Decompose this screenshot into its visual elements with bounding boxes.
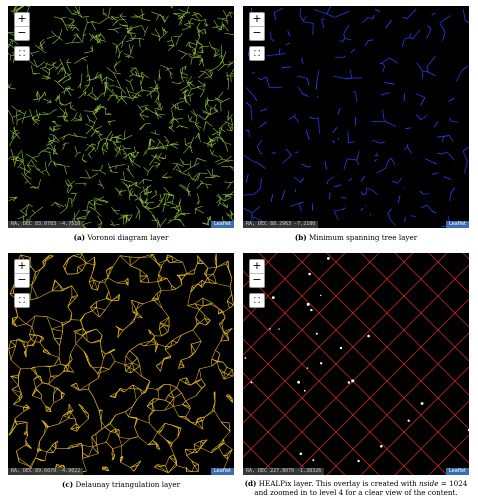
mst-map-panel[interactable]: + − ⛶ RA, DEC 88.2963 -7.2180 Leaflet [243,6,469,228]
caption-a-label: (a) [73,233,86,242]
zoom-in-button[interactable]: + [15,260,29,274]
voronoi-layer [8,6,234,228]
caption-d-text: HEALPix layer. This overlay is created w… [258,479,420,488]
healpix-map-panel[interactable]: + − ⛶ RA, DEC 227.8070 -1.38326 Leaflet [243,253,469,475]
fullscreen-button[interactable]: ⛶ [249,293,265,308]
zoom-out-button[interactable]: − [252,26,262,39]
zoom-out-button[interactable]: − [17,26,27,39]
delaunay-map-panel[interactable]: + − ⛶ RA, DEC 89.6079 -4.9022 Leaflet [8,253,234,475]
zoom-out-button[interactable]: − [252,273,262,286]
fullscreen-button[interactable]: ⛶ [249,46,265,61]
zoom-in-button[interactable]: + [250,13,264,27]
zoom-control: + − [14,12,30,41]
caption-c-text: Delaunay triangulation layer [75,480,181,489]
leaflet-attribution-link[interactable]: Leaflet [445,221,469,228]
caption-b-text: Minimum spanning tree layer [308,233,418,242]
zoom-out-button[interactable]: − [17,273,27,286]
minimum-spanning-tree-layer [243,6,469,228]
caption-d-variable: nside [419,479,439,488]
zoom-control: + − [14,259,30,288]
leaflet-attribution-link[interactable]: Leaflet [210,468,234,475]
zoom-in-button[interactable]: + [250,260,264,274]
caption-c-label: (c) [61,480,74,489]
fullscreen-button[interactable]: ⛶ [14,293,30,308]
caption-d-line2: and zoomed in to level 4 for a clear vie… [254,488,458,497]
zoom-in-button[interactable]: + [15,13,29,27]
voronoi-map-panel[interactable]: + − ⛶ RA, DEC 83.0783 -4.7510 Leaflet [8,6,234,228]
caption-b-label: (b) [294,233,307,242]
healpix-layer [243,253,469,475]
coordinates-readout: RA, DEC 88.2963 -7.2180 [243,221,319,228]
caption-d-text-end: = 1024 [438,479,468,488]
caption-d-label: (d) [244,479,257,488]
delaunay-layer [8,253,234,475]
caption-d: (d) HEALPix layer. This overlay is creat… [243,479,469,497]
fullscreen-button[interactable]: ⛶ [14,46,30,61]
caption-a: (a) Voronoi diagram layer [8,233,234,242]
coordinates-readout: RA, DEC 227.8070 -1.38326 [243,468,325,475]
coordinates-readout: RA, DEC 89.6079 -4.9022 [8,468,84,475]
caption-a-text: Voronoi diagram layer [87,233,169,242]
zoom-control: + − [249,12,265,41]
leaflet-attribution-link[interactable]: Leaflet [445,468,469,475]
coordinates-readout: RA, DEC 83.0783 -4.7510 [8,221,84,228]
zoom-control: + − [249,259,265,288]
leaflet-attribution-link[interactable]: Leaflet [210,221,234,228]
caption-c: (c) Delaunay triangulation layer [8,480,234,489]
caption-b: (b) Minimum spanning tree layer [243,233,469,242]
